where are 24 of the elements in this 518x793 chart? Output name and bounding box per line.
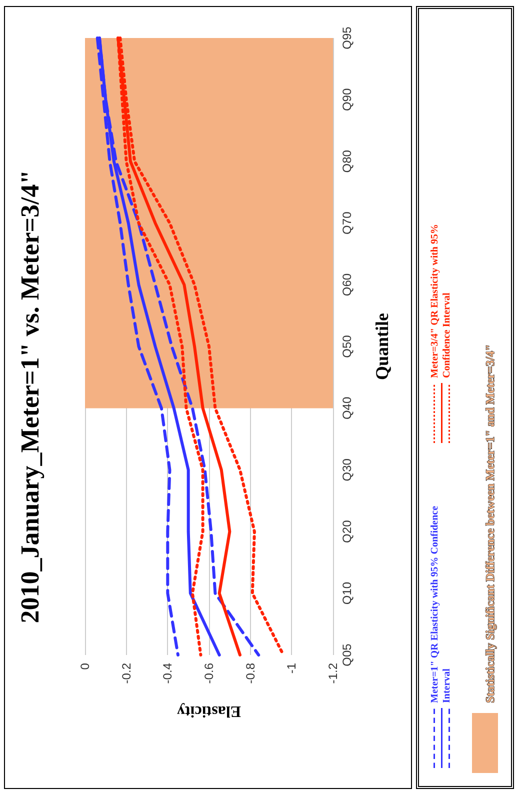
y-tick-label: Q80 bbox=[340, 150, 354, 173]
text: Meter=3/4" QR Elasticity with 95% Confidence Interval bbox=[430, 222, 452, 378]
y-tick-label: Q10 bbox=[340, 582, 354, 605]
y-tick-label: Q95 bbox=[340, 26, 354, 50]
y-tick-label: Q05 bbox=[340, 643, 354, 666]
x-tick-label: -0.6 bbox=[202, 662, 216, 684]
text: 2010_January_Meter=1" vs. Meter=3/4" bbox=[16, 170, 44, 624]
y-tick-label: Q20 bbox=[340, 520, 354, 543]
y-tick-label: Q90 bbox=[340, 88, 354, 112]
x-axis-title: Elasticity bbox=[177, 702, 241, 720]
y-axis-title: Quantile bbox=[372, 312, 392, 380]
y-tick-label: Q70 bbox=[340, 211, 354, 234]
text: Meter=1" QR Elasticity with 95% Confidence Interval bbox=[430, 503, 452, 703]
x-tick-label: -1 bbox=[284, 662, 299, 674]
y-tick-label: Q60 bbox=[340, 273, 354, 296]
x-tick-label: -0.8 bbox=[243, 662, 258, 684]
x-tick-label: -0.4 bbox=[160, 662, 175, 684]
x-tick-label: -1.2 bbox=[326, 662, 340, 684]
x-tick-label: -0.2 bbox=[119, 662, 134, 684]
y-tick-label: Q50 bbox=[340, 334, 354, 358]
band-label: Statistically Significant Difference between Meter=1" and Meter=3/4" bbox=[483, 344, 497, 703]
y-tick-label: Q30 bbox=[340, 458, 354, 482]
y-tick-label: Q40 bbox=[340, 396, 354, 420]
x-tick-label: 0 bbox=[78, 662, 92, 670]
